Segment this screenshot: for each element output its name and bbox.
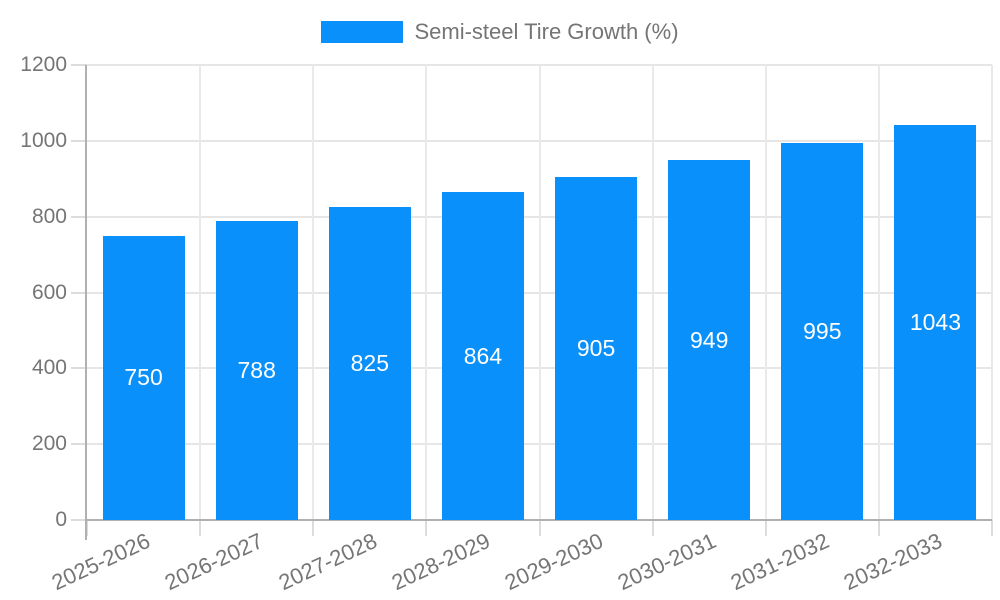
x-gridline — [312, 65, 315, 520]
bar[interactable]: 864 — [441, 192, 524, 520]
y-axis-label: 1200 — [20, 53, 67, 76]
x-axis-tick — [425, 520, 428, 536]
x-axis-label: 2031-2032 — [726, 528, 833, 596]
y-axis-label: 400 — [31, 356, 67, 380]
bar[interactable]: 1043 — [894, 124, 977, 520]
x-axis-tick — [86, 520, 88, 536]
y-axis-tick — [71, 215, 87, 218]
x-axis-label: 2027-2028 — [274, 528, 381, 596]
x-axis-line — [85, 519, 992, 521]
y-axis-tick — [71, 291, 87, 294]
bar-value-label: 864 — [463, 342, 503, 369]
bar[interactable]: 788 — [215, 221, 298, 520]
y-axis-label: 600 — [31, 280, 67, 304]
x-gridline — [877, 65, 880, 520]
bar[interactable]: 750 — [102, 235, 185, 520]
legend-swatch — [321, 21, 404, 43]
x-axis-label: 2030-2031 — [613, 528, 720, 596]
x-axis-tick — [199, 520, 202, 536]
bar[interactable]: 905 — [555, 176, 638, 520]
y-axis-label: 800 — [31, 204, 67, 228]
x-gridline — [538, 65, 541, 520]
bar-value-label: 949 — [690, 326, 729, 353]
x-gridline — [991, 65, 993, 520]
y-axis-tick — [71, 443, 87, 446]
y-axis-tick — [71, 367, 87, 370]
x-axis-label: 2026-2027 — [161, 528, 268, 596]
x-axis-tick — [764, 520, 767, 536]
x-gridline — [764, 65, 767, 520]
x-axis-label: 2025-2026 — [48, 528, 155, 596]
y-axis-tick — [71, 64, 87, 66]
x-gridline — [425, 65, 428, 520]
y-axis-label: 200 — [31, 432, 67, 456]
y-axis-tick — [71, 519, 87, 521]
bar-value-label: 788 — [237, 357, 276, 384]
x-axis-label: 2029-2030 — [500, 528, 607, 596]
x-axis-tick — [312, 520, 315, 536]
bar[interactable]: 995 — [781, 142, 864, 520]
y-axis-label: 1000 — [20, 128, 67, 152]
legend-label: Semi-steel Tire Growth (%) — [414, 19, 679, 44]
y-axis-tick — [71, 139, 87, 142]
bar[interactable]: 825 — [328, 207, 411, 520]
x-axis-label: 2032-2033 — [840, 528, 947, 596]
y-axis-label: 0 — [55, 508, 67, 531]
x-gridline — [651, 65, 654, 520]
x-axis-tick — [991, 520, 993, 536]
bar[interactable]: 949 — [668, 160, 751, 520]
x-axis-tick — [538, 520, 541, 536]
x-axis-label: 2028-2029 — [387, 528, 494, 596]
y-axis-line — [85, 65, 87, 540]
bar-value-label: 750 — [124, 364, 163, 391]
bar-value-label: 1043 — [909, 308, 962, 335]
bar-value-label: 825 — [350, 350, 389, 377]
x-axis-tick — [877, 520, 880, 536]
legend-item[interactable]: Semi-steel Tire Growth (%) — [0, 19, 1000, 44]
bar-value-label: 995 — [803, 317, 842, 344]
bar-value-label: 905 — [576, 334, 616, 361]
x-gridline — [199, 65, 202, 520]
x-axis-tick — [651, 520, 654, 536]
